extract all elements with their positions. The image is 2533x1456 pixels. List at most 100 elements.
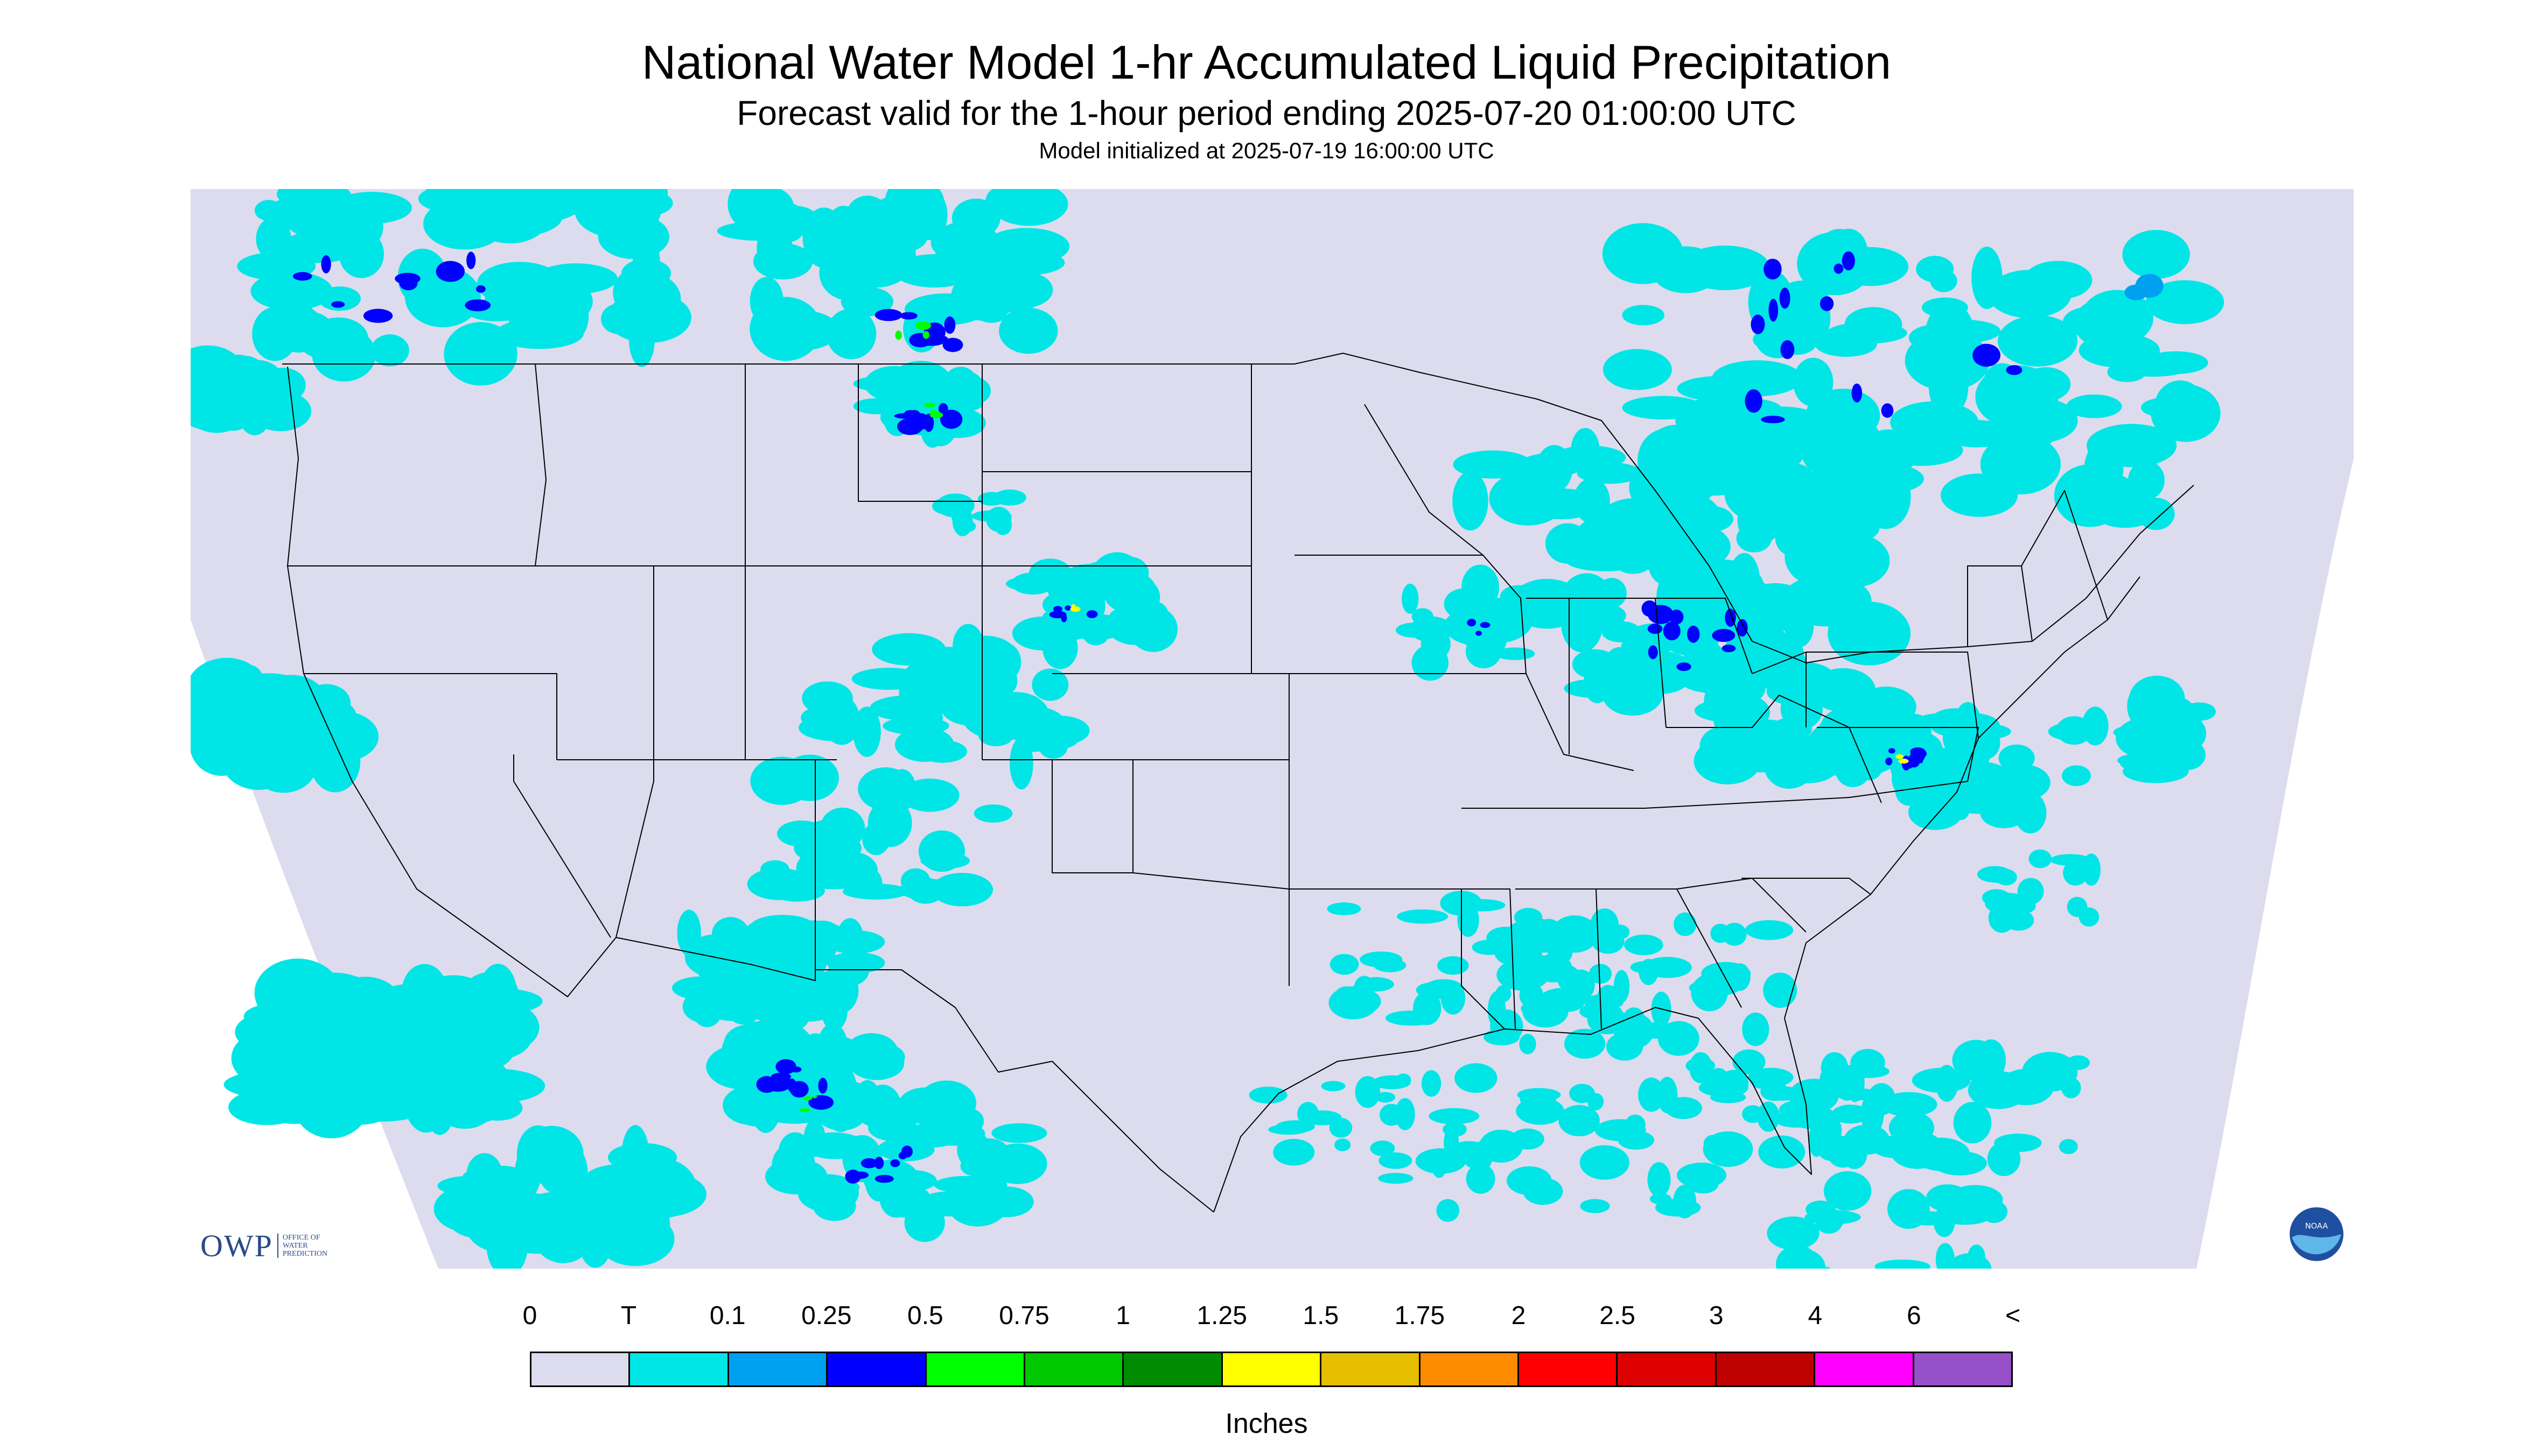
precip-cell <box>808 1095 834 1110</box>
precip-cell <box>1297 1102 1319 1126</box>
precip-cell <box>694 935 745 968</box>
precip-cell <box>804 756 825 796</box>
precip-cell <box>2007 776 2034 793</box>
precip-cell <box>1360 951 1403 968</box>
precip-cell <box>618 1186 668 1210</box>
precip-cell <box>1580 1155 1618 1168</box>
precip-cell <box>886 1170 937 1192</box>
precip-cell <box>1321 1081 1346 1091</box>
precip-cell <box>1881 403 1894 418</box>
precip-cell <box>1976 1039 2006 1081</box>
precip-cell <box>880 1184 932 1218</box>
precip-cell <box>1722 645 1736 653</box>
precip-cell <box>1839 697 1886 738</box>
precip-cell <box>2127 688 2151 725</box>
precip-cell <box>474 189 517 222</box>
precip-cell <box>1379 1152 1412 1169</box>
precip-cell <box>1564 1028 1606 1059</box>
precip-cell <box>2003 909 2034 931</box>
precip-cell <box>331 301 345 308</box>
precip-cell <box>1411 608 1433 625</box>
precip-cell <box>220 730 277 773</box>
precip-cell <box>1444 588 1484 620</box>
precip-cell <box>528 189 558 219</box>
precip-cell <box>2124 284 2148 300</box>
precip-cell <box>724 985 763 1025</box>
precip-cell <box>1645 424 1708 480</box>
precip-cell <box>191 402 212 422</box>
precip-cell <box>256 217 291 261</box>
precip-cell <box>1712 628 1736 642</box>
precip-cell <box>1273 1139 1315 1166</box>
precip-cell <box>1520 1089 1556 1109</box>
precip-cell <box>1432 1158 1446 1178</box>
precip-cell <box>1874 1259 1930 1269</box>
precip-cell <box>1624 934 1663 956</box>
precip-cell <box>2116 716 2184 760</box>
precip-cell <box>1737 496 1782 545</box>
precip-cell <box>1878 435 1963 466</box>
precip-cell <box>957 255 1015 311</box>
precip-cell <box>813 1191 856 1221</box>
legend-label: 4 <box>1808 1301 1823 1330</box>
precip-cell <box>1080 588 1105 624</box>
precip-cell <box>1507 921 1539 944</box>
precip-cell <box>1472 1140 1493 1171</box>
precip-cell <box>922 331 930 339</box>
precip-cell <box>826 308 877 360</box>
legend-swatch <box>1222 1353 1322 1385</box>
precip-cell <box>1647 624 1663 634</box>
precip-cell <box>940 409 963 429</box>
coastline-east <box>1213 576 2140 1213</box>
precip-cell <box>917 1080 976 1126</box>
legend-label: 0.1 <box>709 1301 746 1330</box>
precip-cell <box>1900 1121 1927 1139</box>
precip-cell <box>1023 730 1078 751</box>
precip-cell <box>1649 1193 1672 1205</box>
precip-cell <box>1851 383 1863 403</box>
precip-cell <box>1842 251 1855 271</box>
precip-cell <box>1375 1091 1396 1103</box>
precip-cell <box>819 851 878 890</box>
precip-cell <box>874 309 902 321</box>
map-title: National Water Model 1-hr Accumulated Li… <box>641 36 1892 89</box>
precip-cell <box>1638 1077 1665 1112</box>
precip-cell <box>874 1174 894 1183</box>
precip-cell <box>1496 958 1550 991</box>
precip-cell <box>913 189 948 240</box>
precip-cell <box>1249 1086 1288 1104</box>
precip-cell <box>1641 600 1658 617</box>
precip-cell <box>2079 333 2160 368</box>
precip-cell <box>1677 1163 1727 1188</box>
precip-cell <box>1334 1138 1351 1151</box>
precip-cell <box>1042 626 1078 669</box>
legend-swatch <box>926 1353 1026 1385</box>
legend-swatch <box>1618 1353 1717 1385</box>
precip-cell <box>1436 1199 1460 1222</box>
precip-cell <box>2122 230 2190 279</box>
precip-cell <box>820 807 865 849</box>
precip-cell <box>1370 1140 1395 1157</box>
precip-cell <box>436 261 465 282</box>
precip-cell <box>821 990 848 1031</box>
precip-cell <box>765 1158 828 1195</box>
precip-cell <box>753 243 813 280</box>
precip-cell <box>628 310 655 367</box>
precip-cell <box>1778 464 1816 512</box>
precip-cell <box>858 767 913 810</box>
precip-cell <box>1454 1063 1498 1093</box>
precip-cell <box>867 1114 918 1142</box>
precip-cell <box>1767 1216 1820 1250</box>
precip-cell <box>1049 611 1067 619</box>
precip-cell <box>1952 795 1970 820</box>
precip-cell <box>475 285 486 293</box>
precip-cell <box>465 299 491 312</box>
precip-cell <box>1994 1133 2042 1152</box>
precip-cell <box>766 1080 790 1092</box>
precip-cell <box>900 312 918 320</box>
precip-cell <box>929 411 943 418</box>
precip-cell <box>1378 1173 1414 1184</box>
precip-cell <box>1887 1189 1930 1229</box>
precip-cell <box>772 206 819 236</box>
precip-cell <box>250 271 333 311</box>
